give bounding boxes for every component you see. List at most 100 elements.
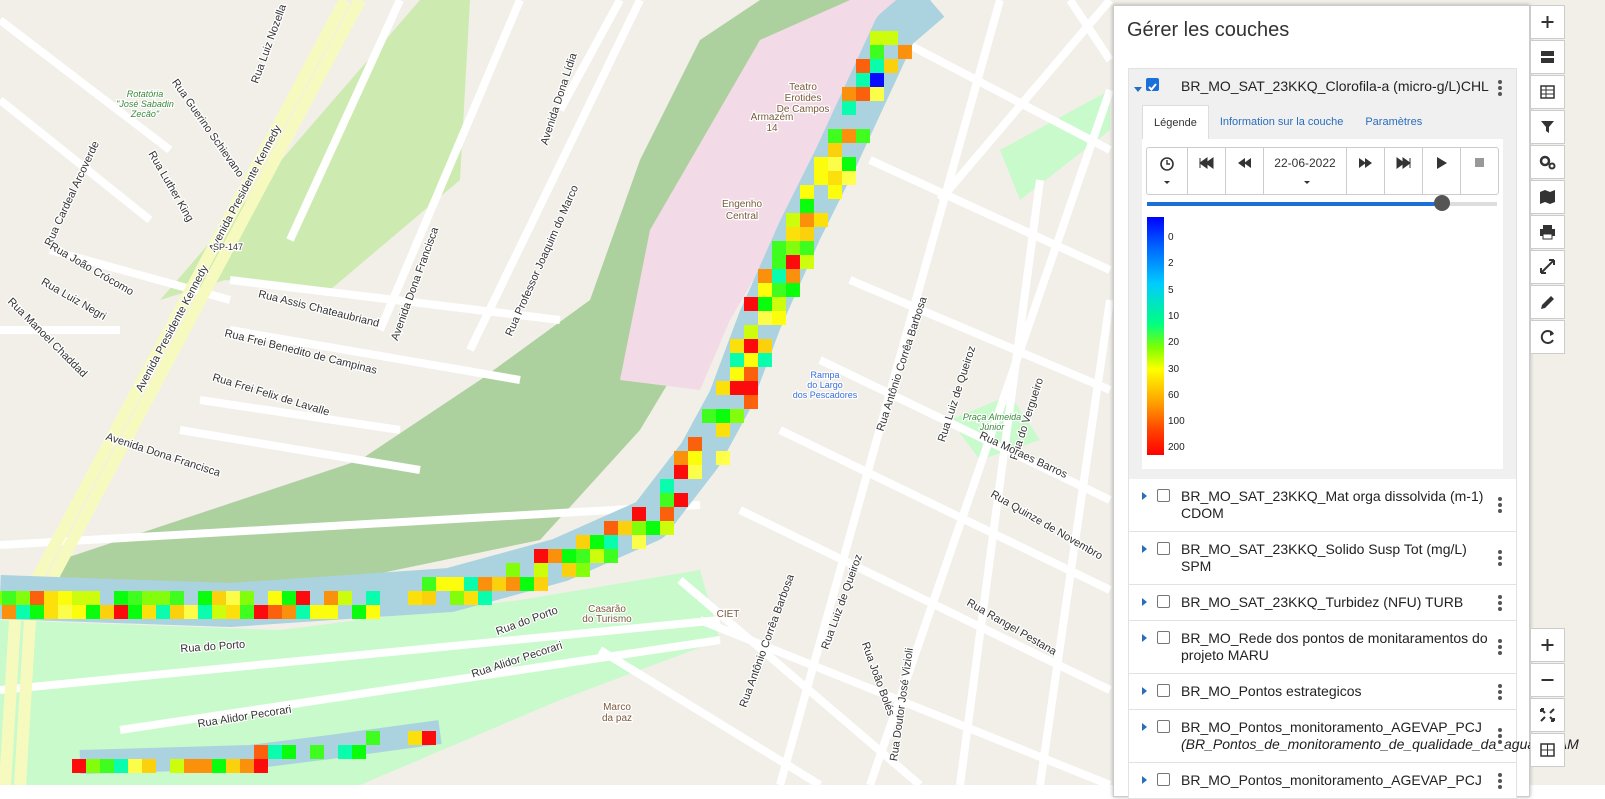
layer-name: BR_MO_Pontos_monitoramento_AGEVAP_PCJ — [1181, 772, 1501, 789]
layer-menu[interactable] — [1498, 772, 1502, 791]
place-label: 14 — [766, 123, 778, 134]
next-button[interactable] — [1347, 148, 1385, 194]
layer-checkbox[interactable] — [1157, 773, 1170, 786]
heat-cell — [520, 577, 534, 591]
zoom-in-button[interactable] — [1530, 628, 1565, 662]
heat-cell — [744, 381, 758, 395]
grid-button[interactable] — [1530, 733, 1565, 767]
heat-cell — [198, 759, 212, 773]
heat-cell — [618, 521, 632, 535]
heat-cell — [450, 577, 464, 591]
layer-name: BR_MO_Rede dos pontos de monitaramentos … — [1181, 630, 1501, 664]
layer-menu[interactable] — [1498, 594, 1502, 613]
heat-cell — [828, 171, 842, 185]
layer-name: BR_MO_SAT_23KKQ_Clorofila-a (micro-g/L)C… — [1181, 78, 1489, 94]
slider-knob[interactable] — [1434, 195, 1450, 211]
layer-menu[interactable] — [1498, 639, 1502, 657]
expand-caret[interactable] — [1142, 492, 1147, 500]
heat-cell — [366, 731, 380, 745]
time-slider[interactable] — [1147, 195, 1497, 211]
zoom-extent-button[interactable] — [1530, 698, 1565, 732]
layer-menu[interactable] — [1498, 550, 1502, 568]
last-button[interactable] — [1385, 148, 1423, 194]
heat-cell — [842, 157, 856, 171]
heat-cell — [576, 549, 590, 563]
check-mark — [1148, 83, 1157, 91]
heat-cell — [786, 241, 800, 255]
heat-cell — [562, 563, 576, 577]
heat-cell — [800, 255, 814, 269]
expand-caret[interactable] — [1142, 545, 1147, 553]
layer-checkbox[interactable] — [1157, 489, 1170, 502]
zoom-out-button[interactable] — [1530, 663, 1565, 697]
place-label: Engenho — [722, 199, 762, 210]
layer-checkbox[interactable] — [1146, 78, 1159, 91]
heat-cell — [828, 157, 842, 171]
heat-cell — [198, 605, 212, 619]
heat-cell — [898, 45, 912, 59]
heat-cell — [828, 129, 842, 143]
add-layer-button[interactable] — [1530, 5, 1565, 39]
time-settings-button[interactable] — [1147, 148, 1188, 194]
layer-checkbox[interactable] — [1157, 684, 1170, 697]
heat-cell — [296, 605, 310, 619]
expand-caret[interactable] — [1142, 687, 1147, 695]
heat-cell — [212, 591, 226, 605]
expand-caret[interactable] — [1142, 723, 1147, 731]
layer-menu[interactable] — [1498, 683, 1502, 702]
map-button[interactable] — [1530, 180, 1565, 214]
print-button[interactable] — [1530, 215, 1565, 249]
legend-label: 2 — [1168, 258, 1174, 270]
layer-checkbox[interactable] — [1157, 631, 1170, 644]
heat-cell — [86, 759, 100, 773]
table-button[interactable] — [1530, 75, 1565, 109]
heat-cell — [800, 199, 814, 213]
collapse-caret[interactable] — [1134, 87, 1142, 92]
heat-cell — [772, 269, 786, 283]
layer-checkbox[interactable] — [1157, 720, 1170, 733]
heat-cell — [268, 591, 282, 605]
layer-menu[interactable] — [1498, 80, 1502, 98]
heat-cell — [72, 759, 86, 773]
heat-cell — [170, 591, 184, 605]
street — [119, 636, 721, 734]
layer-checkbox[interactable] — [1157, 595, 1170, 608]
expand-caret[interactable] — [1142, 598, 1147, 606]
layers-button[interactable] — [1530, 40, 1565, 74]
layer-checkbox[interactable] — [1157, 542, 1170, 555]
layer-menu[interactable] — [1498, 497, 1502, 515]
tab[interactable]: Information sur la couche — [1219, 116, 1344, 128]
stop-button[interactable] — [1461, 148, 1498, 194]
heat-cell — [268, 605, 282, 619]
expand-button[interactable] — [1530, 250, 1565, 284]
heat-cell — [268, 745, 282, 759]
first-button[interactable] — [1188, 148, 1226, 194]
heat-cell — [478, 591, 492, 605]
layer-name: BR_MO_SAT_23KKQ_Solido Susp Tot (mg/L) S… — [1181, 541, 1501, 575]
tab[interactable]: Paramètres — [1365, 116, 1423, 128]
play-button[interactable] — [1423, 148, 1461, 194]
layer-row: BR_MO_Rede dos pontos de monitaramentos … — [1128, 621, 1517, 674]
edit-button[interactable] — [1530, 285, 1565, 319]
heat-cell — [800, 241, 814, 255]
layer-title: BR_MO_Pontos estrategicos — [1181, 683, 1362, 699]
expand-caret[interactable] — [1142, 634, 1147, 642]
legend-label: 20 — [1168, 337, 1180, 349]
date-select[interactable]: 22-06-2022 — [1264, 148, 1347, 194]
layer-row: BR_MO_Pontos estrategicos — [1128, 674, 1517, 710]
heat-cell — [688, 451, 702, 465]
previous-button[interactable] — [1226, 148, 1264, 194]
heat-cell — [870, 45, 884, 59]
refresh-button[interactable] — [1530, 320, 1565, 354]
layer-source: (BR_Pontos_de_monitoramento_de_qualidade… — [1181, 736, 1579, 752]
expand-caret[interactable] — [1142, 776, 1147, 784]
heat-cell — [604, 549, 618, 563]
heat-cell — [632, 507, 646, 521]
layer-menu[interactable] — [1498, 728, 1502, 746]
heat-cell — [282, 591, 296, 605]
tab[interactable]: Légende — [1142, 105, 1209, 139]
heat-cell — [758, 311, 772, 325]
heat-cell — [44, 591, 58, 605]
settings-button[interactable] — [1530, 145, 1565, 179]
filter-button[interactable] — [1530, 110, 1565, 144]
